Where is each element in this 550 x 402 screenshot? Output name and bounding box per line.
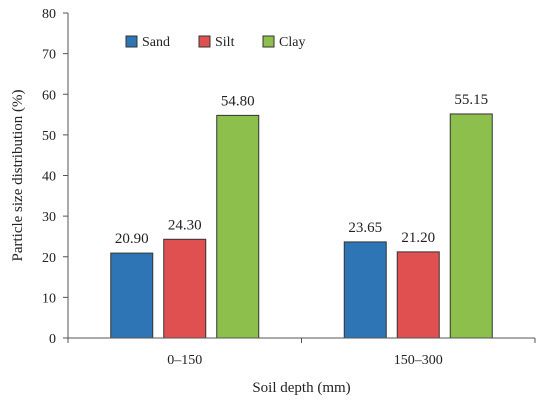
bar-sand — [110, 252, 154, 339]
y-tick-label: 60 — [42, 88, 56, 103]
bar-clay — [216, 114, 260, 339]
data-label: 23.65 — [348, 220, 382, 236]
data-label: 21.20 — [401, 230, 435, 246]
legend-label-sand: Sand — [142, 35, 170, 50]
y-tick-label: 40 — [42, 170, 56, 185]
legend-swatch-silt — [198, 35, 211, 48]
bar-silt — [163, 238, 207, 339]
x-axis-title: Soil depth (mm) — [252, 380, 350, 396]
legend-swatch-clay — [262, 35, 275, 48]
data-label: 24.30 — [168, 217, 202, 233]
legend: Sand Silt Clay — [125, 35, 305, 50]
data-label: 54.80 — [221, 93, 255, 109]
data-labels: 20.90 24.30 54.80 23.65 21.20 55.15 — [115, 92, 488, 247]
x-axis-ticks: 0–150 150–300 — [67, 338, 536, 368]
bar-sand — [343, 241, 387, 339]
y-tick-label: 10 — [42, 291, 56, 306]
y-tick-label: 80 — [42, 7, 56, 22]
bars — [110, 113, 493, 339]
legend-label-clay: Clay — [279, 35, 305, 50]
x-tick-label: 150–300 — [394, 353, 443, 368]
data-label: 55.15 — [454, 92, 488, 108]
y-axis-title: Particle size distribution (%) — [10, 89, 26, 261]
data-label: 20.90 — [115, 231, 149, 247]
y-tick-label: 70 — [42, 48, 56, 63]
y-axis-ticks: 0 10 20 30 40 50 60 70 80 — [42, 7, 68, 347]
x-tick-label: 0–150 — [167, 353, 202, 368]
y-tick-label: 30 — [42, 210, 56, 225]
legend-label-silt: Silt — [215, 35, 235, 50]
y-tick-label: 0 — [49, 332, 56, 347]
bar-clay — [449, 113, 493, 339]
y-tick-label: 20 — [42, 251, 56, 266]
legend-swatch-sand — [125, 35, 138, 48]
bar-silt — [396, 251, 440, 339]
y-tick-label: 50 — [42, 129, 56, 144]
